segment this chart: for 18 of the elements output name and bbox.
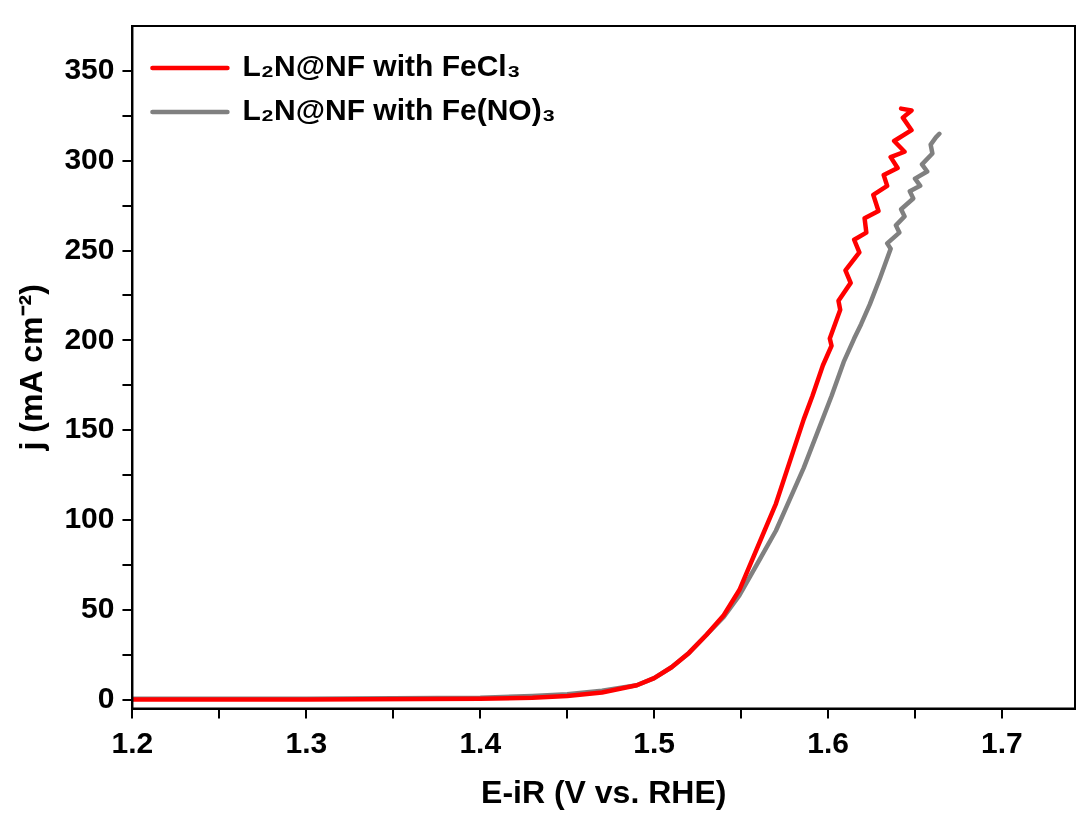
x-tick-label: 1.5: [633, 725, 676, 759]
y-tick-label: 50: [81, 591, 115, 625]
x-tick-label: 1.2: [111, 725, 154, 759]
legend-label: L₂N@NF with FeCl₃: [242, 49, 521, 83]
legend-label: L₂N@NF with Fe(NO)₃: [242, 93, 556, 127]
y-tick-label: 350: [64, 52, 115, 86]
y-tick-label: 250: [64, 231, 115, 265]
x-tick-label: 1.4: [459, 725, 502, 759]
x-tick-label: 1.7: [981, 725, 1023, 759]
y-tick-label: 0: [97, 680, 115, 714]
x-axis-title: E-iR (V vs. RHE): [481, 773, 727, 810]
x-tick-label: 1.6: [807, 725, 849, 759]
x-tick-label: 1.3: [285, 725, 328, 759]
y-tick-label: 300: [64, 141, 115, 175]
y-tick-label: 150: [64, 411, 115, 445]
y-tick-label: 200: [64, 321, 115, 355]
y-axis-title: j (mA cm⁻²): [13, 284, 50, 452]
y-tick-label: 100: [64, 501, 115, 535]
